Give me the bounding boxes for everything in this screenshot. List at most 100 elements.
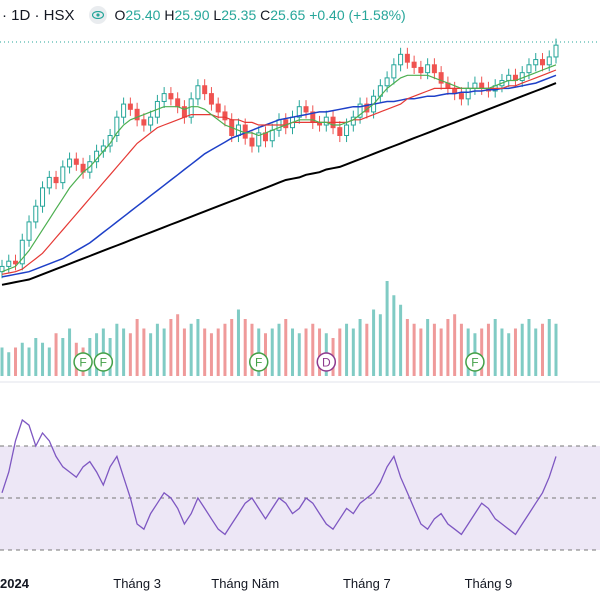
candle-body [431,64,437,74]
volume-bar [338,328,342,376]
volume-bar [520,323,524,376]
high-label: H [164,7,175,23]
symbol-label: · 1D · HSX [2,6,75,24]
event-marker [316,352,337,372]
volume-bar [203,328,207,376]
volume-bar [243,319,247,376]
candle-body [425,64,431,74]
candle-body [539,59,545,66]
candle-body [296,106,302,118]
volume-bar [311,323,315,376]
volume-bar [54,333,58,376]
volume-bar [453,314,457,376]
candle-body [114,116,120,137]
low-value: 25.35 [221,7,257,23]
volume-bar [284,319,288,376]
high-value: 25.90 [174,7,210,23]
candle-body [344,124,350,137]
event-marker [93,352,114,372]
volume-bar [41,342,45,376]
ma-long-line [1,74,557,278]
candle-body [121,103,127,118]
candle-body [141,119,147,126]
candle-body [222,111,228,121]
event-marker-label: F [255,356,262,370]
volume-bar [263,333,267,376]
candle-body [337,127,343,137]
rsi-line [1,418,557,536]
candle-body [283,119,289,129]
event-marker [73,352,93,372]
event-marker [248,352,269,372]
x-axis-label: Tháng 7 [343,576,391,591]
candle-body [519,72,525,82]
volume-bar [7,352,11,376]
candle-body [53,176,59,184]
candle-body [67,158,73,168]
volume-bar [405,319,409,376]
event-marker [465,352,485,372]
volume-bar [392,295,396,376]
volume-bar [291,328,295,376]
candle-body [438,72,444,84]
close-label: C [260,7,271,23]
volume-bar [270,328,274,376]
open-value: 25.40 [125,7,161,23]
volume-bar [169,319,173,376]
volume-bar [372,309,376,376]
ma-short-line [1,64,557,273]
volume-bar [250,323,254,376]
volume-bar [34,338,38,376]
volume-bar [95,333,99,376]
volume-bar [466,328,470,376]
candle-body [391,64,397,79]
volume-bar [378,314,382,376]
candle-body [202,85,208,95]
x-axis-label: Tháng 9 [465,576,513,591]
candle-body [458,93,464,100]
eye-icon[interactable] [88,6,107,24]
volume-bar [277,323,281,376]
volume-bar [142,328,146,376]
candle-body [404,53,410,63]
volume-bar [27,347,31,376]
chart-header: · 1D · HSX O25.40 H25.90 L25.35 C25.65 +… [0,0,600,30]
candle-body [134,108,140,121]
candle-body [168,93,174,100]
volume-bar [47,347,51,376]
volume-bar [507,333,511,376]
volume-bar [297,333,301,376]
candle-body [269,129,275,142]
volume-bar [358,319,362,376]
volume-bar [304,328,308,376]
volume-bar [230,319,234,376]
volume-bar [493,319,497,376]
volume-bar [513,328,517,376]
volume-bar [365,323,369,376]
volume-bar [209,333,213,376]
candle-body [148,116,154,126]
candle-body [411,61,417,68]
volume-bar [189,323,193,376]
x-axis-label: 2024 [0,576,30,591]
candle-body [208,93,214,105]
volume-bar [500,328,504,376]
candle-body [479,82,485,89]
candle-body [256,132,262,147]
candle-body [546,56,552,66]
volume-bar [554,323,558,376]
volume-bar [318,328,322,376]
volume-bar [459,323,463,376]
ohlc-readout: O25.40 H25.90 L25.35 C25.65 +0.40 (+1.58… [115,7,406,23]
ma-200-line [1,82,557,286]
volume-bar [486,323,490,376]
volume-bar [223,323,227,376]
candle-body [6,260,12,267]
volume-bar [345,323,349,376]
volume-bar [385,281,389,376]
event-marker-label: D [322,356,331,370]
rsi-pane [1,418,557,536]
event-marker-label: F [79,356,86,370]
